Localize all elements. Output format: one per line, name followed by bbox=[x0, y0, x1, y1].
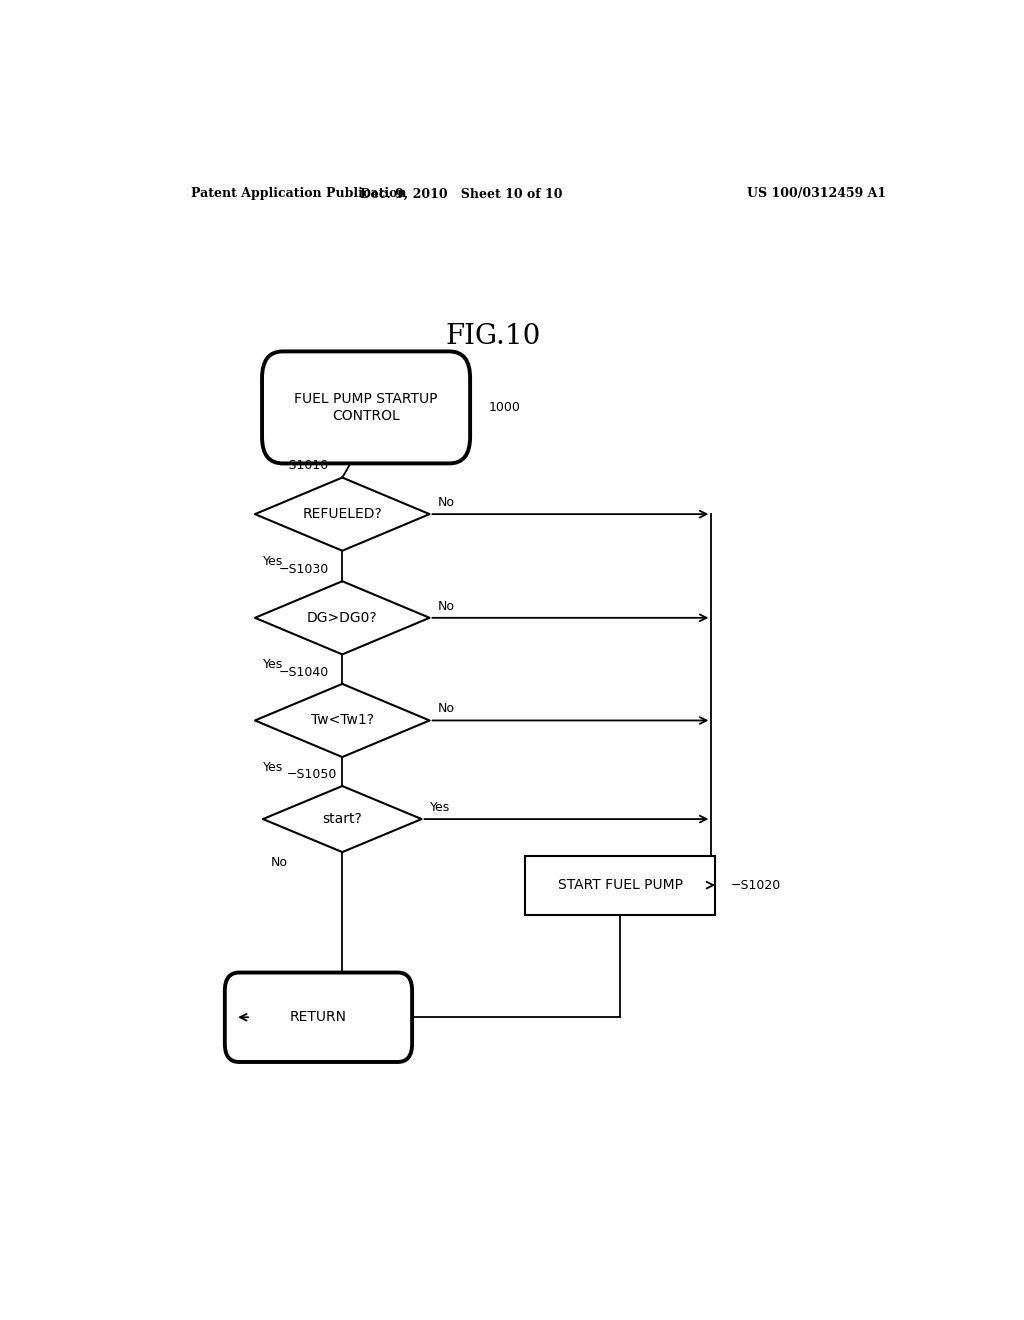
Text: Yes: Yes bbox=[430, 801, 450, 814]
Text: start?: start? bbox=[323, 812, 362, 826]
Text: −S1050: −S1050 bbox=[287, 768, 337, 781]
Text: No: No bbox=[437, 702, 455, 715]
Text: Patent Application Publication: Patent Application Publication bbox=[191, 187, 407, 201]
Polygon shape bbox=[255, 581, 430, 655]
Text: −S1040: −S1040 bbox=[279, 665, 329, 678]
Text: Yes: Yes bbox=[263, 554, 284, 568]
Text: Yes: Yes bbox=[263, 762, 284, 774]
Text: −S1010: −S1010 bbox=[279, 459, 329, 473]
Text: Dec. 9, 2010   Sheet 10 of 10: Dec. 9, 2010 Sheet 10 of 10 bbox=[360, 187, 562, 201]
Text: No: No bbox=[437, 599, 455, 612]
Text: No: No bbox=[270, 857, 288, 869]
Text: 1000: 1000 bbox=[489, 401, 521, 414]
FancyBboxPatch shape bbox=[225, 973, 412, 1063]
Text: FIG.10: FIG.10 bbox=[445, 323, 541, 350]
Text: FUEL PUMP STARTUP
CONTROL: FUEL PUMP STARTUP CONTROL bbox=[294, 392, 438, 422]
Polygon shape bbox=[255, 684, 430, 758]
Text: Tw<Tw1?: Tw<Tw1? bbox=[310, 714, 374, 727]
Text: US 100/0312459 A1: US 100/0312459 A1 bbox=[748, 187, 886, 201]
Text: REFUELED?: REFUELED? bbox=[302, 507, 382, 521]
Text: DG>DG0?: DG>DG0? bbox=[307, 611, 378, 624]
Text: −S1030: −S1030 bbox=[279, 564, 329, 576]
Polygon shape bbox=[263, 785, 422, 853]
Bar bbox=[524, 855, 715, 915]
FancyBboxPatch shape bbox=[262, 351, 470, 463]
Text: START FUEL PUMP: START FUEL PUMP bbox=[557, 878, 683, 892]
Text: RETURN: RETURN bbox=[290, 1010, 347, 1024]
Text: Yes: Yes bbox=[263, 659, 284, 672]
Polygon shape bbox=[255, 478, 430, 550]
Text: No: No bbox=[437, 496, 455, 510]
Text: −S1020: −S1020 bbox=[731, 879, 781, 891]
